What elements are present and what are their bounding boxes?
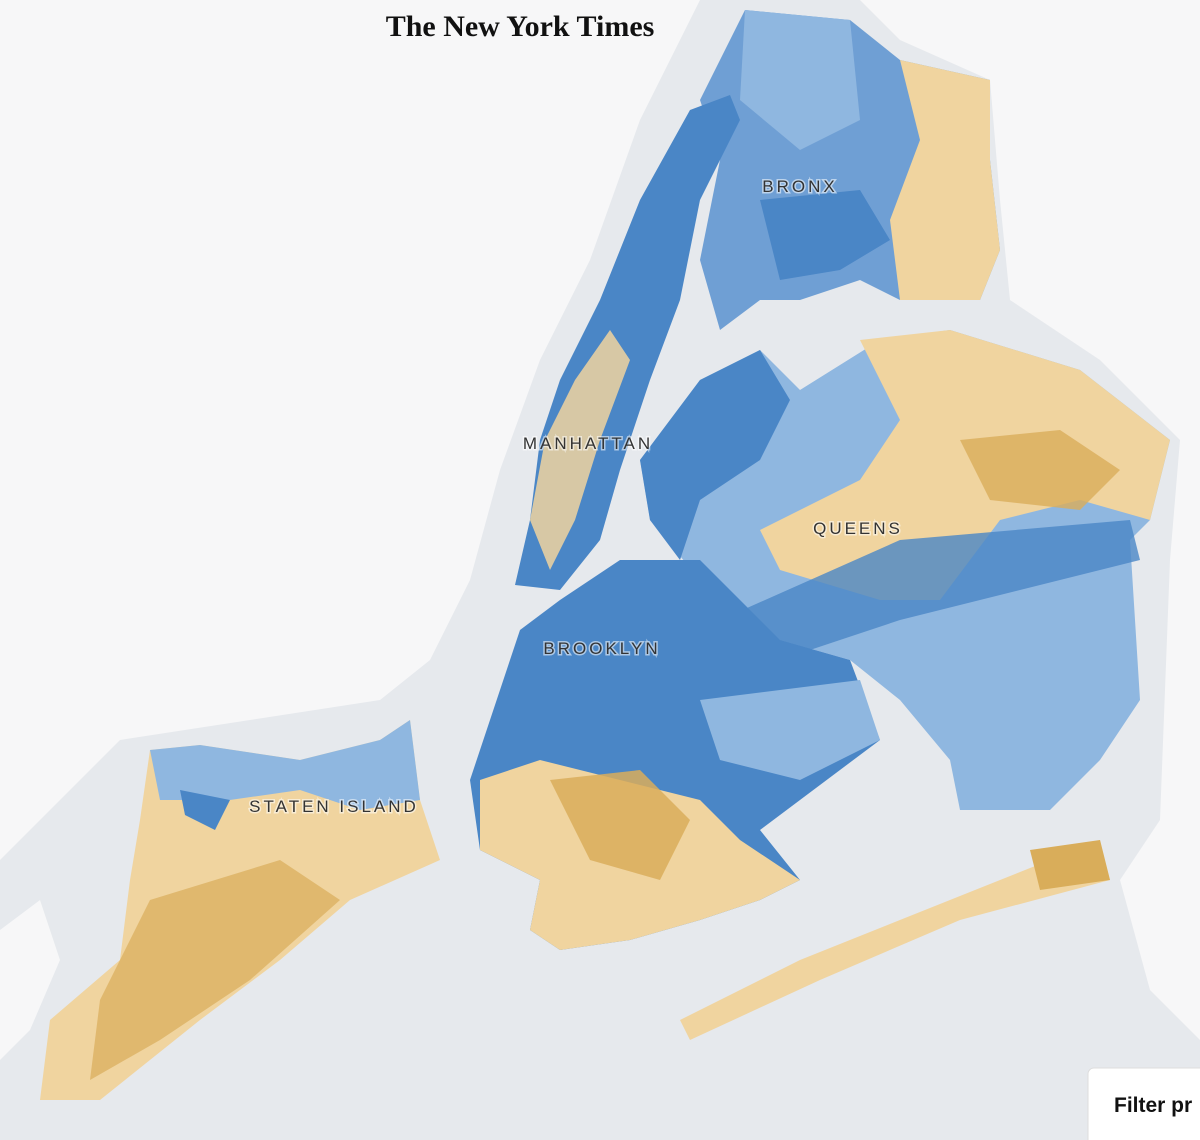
label-manhattan: MANHATTAN (523, 434, 653, 453)
manhattan-west (530, 330, 630, 570)
new-jersey (0, 0, 700, 860)
label-staten-island: STATEN ISLAND (249, 797, 419, 816)
long-island (860, 0, 1200, 1040)
bronx-north (740, 10, 860, 150)
queens-dark (960, 430, 1120, 510)
masthead: The New York Times (386, 10, 655, 43)
staten-island-dark (90, 860, 340, 1080)
rockaway (680, 840, 1110, 1040)
rockaway-east (1030, 840, 1110, 890)
label-brooklyn: BROOKLYN (543, 639, 660, 658)
bronx-south (760, 190, 890, 280)
filter-button-label[interactable]: Filter pr (1114, 1094, 1192, 1117)
label-bronx: BRONX (762, 177, 837, 196)
queens-west (640, 350, 790, 560)
queens-corridor (720, 520, 1140, 660)
staten-island-north (150, 720, 420, 810)
new-jersey-south (0, 900, 60, 1060)
label-queens: QUEENS (813, 519, 903, 538)
brooklyn-dark (550, 770, 690, 880)
brooklyn-east (700, 680, 880, 780)
queens-east (760, 330, 1170, 600)
filter-button[interactable] (1087, 1067, 1200, 1140)
bronx-east (890, 60, 1000, 300)
staten-island-blue (180, 790, 230, 830)
